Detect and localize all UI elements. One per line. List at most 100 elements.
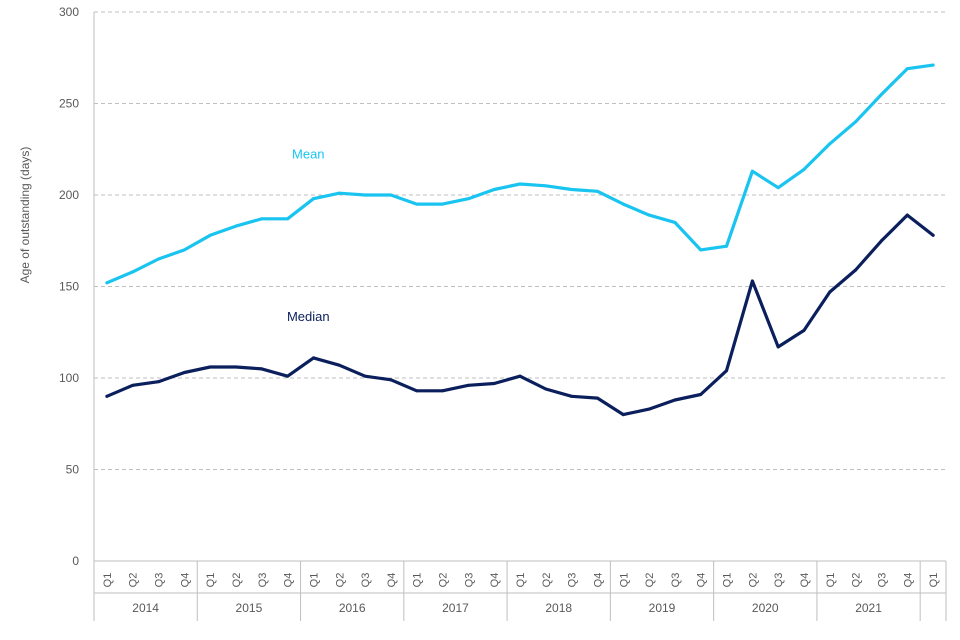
data-point-mean bbox=[311, 197, 315, 201]
data-point-median bbox=[311, 356, 315, 360]
x-tick-label: Q1 bbox=[618, 573, 630, 588]
data-point-median bbox=[905, 213, 909, 217]
data-point-median bbox=[363, 374, 367, 378]
data-point-mean bbox=[182, 248, 186, 252]
data-point-mean bbox=[466, 197, 470, 201]
data-point-median bbox=[105, 394, 109, 398]
data-point-mean bbox=[492, 188, 496, 192]
data-point-median bbox=[441, 389, 445, 393]
data-point-median bbox=[518, 374, 522, 378]
x-tick-label: Q1 bbox=[928, 573, 940, 588]
data-point-median bbox=[131, 383, 135, 387]
data-point-median bbox=[879, 239, 883, 243]
y-tick-label: 150 bbox=[59, 280, 79, 294]
data-point-mean bbox=[802, 167, 806, 171]
year-label: 2018 bbox=[545, 601, 572, 615]
data-point-mean bbox=[544, 184, 548, 188]
x-tick-label: Q4 bbox=[592, 573, 604, 588]
x-tick-label: Q3 bbox=[257, 573, 269, 588]
x-tick-label: Q1 bbox=[412, 573, 424, 588]
y-tick-label: 200 bbox=[59, 188, 79, 202]
x-tick-label: Q2 bbox=[747, 573, 759, 588]
data-point-mean bbox=[931, 63, 935, 67]
data-point-median bbox=[157, 380, 161, 384]
data-point-median bbox=[389, 378, 393, 382]
data-point-mean bbox=[441, 202, 445, 206]
y-axis-ticks: 0 50 100 150 200 250 300 bbox=[59, 5, 79, 568]
x-tick-label: Q1 bbox=[825, 573, 837, 588]
data-point-mean bbox=[570, 188, 574, 192]
data-point-median bbox=[673, 398, 677, 402]
x-tick-label: Q3 bbox=[154, 573, 166, 588]
data-point-mean bbox=[828, 142, 832, 146]
data-point-median bbox=[182, 371, 186, 375]
data-point-median bbox=[776, 345, 780, 349]
data-point-median bbox=[854, 268, 858, 272]
y-axis-title: Age of outstanding (days) bbox=[18, 147, 32, 284]
x-tick-label: Q4 bbox=[489, 573, 501, 588]
data-point-mean bbox=[776, 186, 780, 190]
data-point-median bbox=[750, 279, 754, 283]
data-point-mean bbox=[647, 213, 651, 217]
data-point-median bbox=[802, 328, 806, 332]
series-lines: Mean Median bbox=[105, 63, 935, 417]
year-label: 2015 bbox=[236, 601, 263, 615]
x-tick-label: Q2 bbox=[438, 573, 450, 588]
x-tick-label: Q3 bbox=[360, 573, 372, 588]
x-tick-label: Q1 bbox=[102, 573, 114, 588]
x-tick-label: Q2 bbox=[128, 573, 140, 588]
x-tick-label: Q4 bbox=[386, 573, 398, 588]
x-tick-label: Q2 bbox=[851, 573, 863, 588]
gridlines bbox=[94, 11, 946, 470]
data-point-median bbox=[570, 394, 574, 398]
data-point-mean bbox=[621, 202, 625, 206]
data-point-mean bbox=[105, 281, 109, 285]
data-point-mean bbox=[260, 217, 264, 221]
data-point-median bbox=[337, 363, 341, 367]
year-label: 2017 bbox=[442, 601, 469, 615]
x-tick-label: Q4 bbox=[179, 573, 191, 588]
x-tick-label: Q3 bbox=[463, 573, 475, 588]
data-point-median bbox=[931, 233, 935, 237]
y-tick-label: 250 bbox=[59, 97, 79, 111]
data-point-median bbox=[260, 367, 264, 371]
data-point-median bbox=[828, 290, 832, 294]
data-point-mean bbox=[699, 248, 703, 252]
x-tick-label: Q3 bbox=[567, 573, 579, 588]
x-tick-label: Q2 bbox=[231, 573, 243, 588]
series-line-median bbox=[105, 213, 935, 417]
data-point-median bbox=[544, 387, 548, 391]
data-point-mean bbox=[750, 169, 754, 173]
x-tick-label: Q2 bbox=[644, 573, 656, 588]
data-point-median bbox=[415, 389, 419, 393]
x-tick-label: Q3 bbox=[670, 573, 682, 588]
x-tick-label: Q4 bbox=[902, 573, 914, 588]
y-tick-label: 50 bbox=[66, 463, 80, 477]
data-point-median bbox=[208, 365, 212, 369]
y-tick-label: 100 bbox=[59, 371, 79, 385]
data-point-mean bbox=[286, 217, 290, 221]
data-point-mean bbox=[415, 202, 419, 206]
series-label-median: Median bbox=[287, 309, 330, 324]
data-point-mean bbox=[905, 67, 909, 71]
data-point-median bbox=[699, 392, 703, 396]
data-point-mean bbox=[673, 220, 677, 224]
data-point-mean bbox=[363, 193, 367, 197]
data-point-median bbox=[725, 369, 729, 373]
x-tick-label: Q3 bbox=[773, 573, 785, 588]
x-tick-label: Q1 bbox=[308, 573, 320, 588]
y-tick-label: 300 bbox=[59, 5, 79, 19]
series-line-mean bbox=[105, 63, 935, 285]
x-tick-label: Q1 bbox=[515, 573, 527, 588]
x-tick-label: Q1 bbox=[205, 573, 217, 588]
data-point-median bbox=[286, 374, 290, 378]
data-point-mean bbox=[157, 257, 161, 261]
data-point-mean bbox=[854, 120, 858, 124]
series-label-mean: Mean bbox=[292, 147, 325, 162]
data-point-mean bbox=[725, 244, 729, 248]
year-label: 2016 bbox=[339, 601, 366, 615]
x-tick-label: Q4 bbox=[696, 573, 708, 588]
x-tick-label: Q1 bbox=[722, 573, 734, 588]
x-tick-label: Q2 bbox=[334, 573, 346, 588]
